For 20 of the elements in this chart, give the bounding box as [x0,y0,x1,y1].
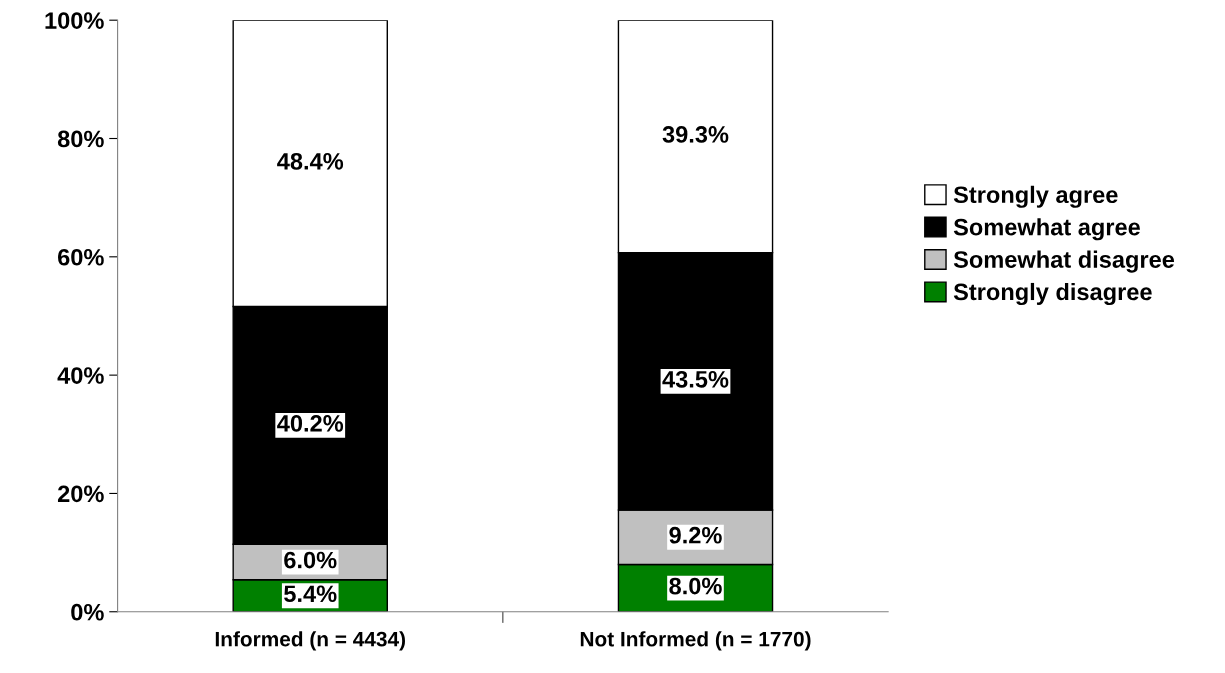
legend-label: Strongly disagree [953,282,1152,306]
data-label: 6.0% [284,551,337,569]
legend-label: Strongly agree [953,185,1118,208]
y-tick-label: 40% [57,367,104,384]
legend-label: Somewhat agree [953,218,1140,241]
data-label: 48.4% [277,152,344,170]
x-tick-label: Informed (n = 4434) [215,631,405,651]
y-tick-label: 100% [45,12,104,29]
data-label: 8.0% [669,577,722,595]
y-tick-label: 60% [58,248,104,266]
y-tick-label: 20% [57,485,104,503]
data-label: 43.5% [662,370,729,388]
data-label: 9.2% [669,526,722,544]
data-label: 39.3% [662,126,729,143]
x-tick-label: Not Informed (n = 1770) [580,631,811,651]
y-tick-label: 0% [71,603,104,621]
data-label: 40.2% [277,415,344,432]
y-tick-label: 80% [57,130,104,148]
data-label: 5.4% [284,585,337,603]
legend-label: Somewhat disagree [953,250,1175,273]
